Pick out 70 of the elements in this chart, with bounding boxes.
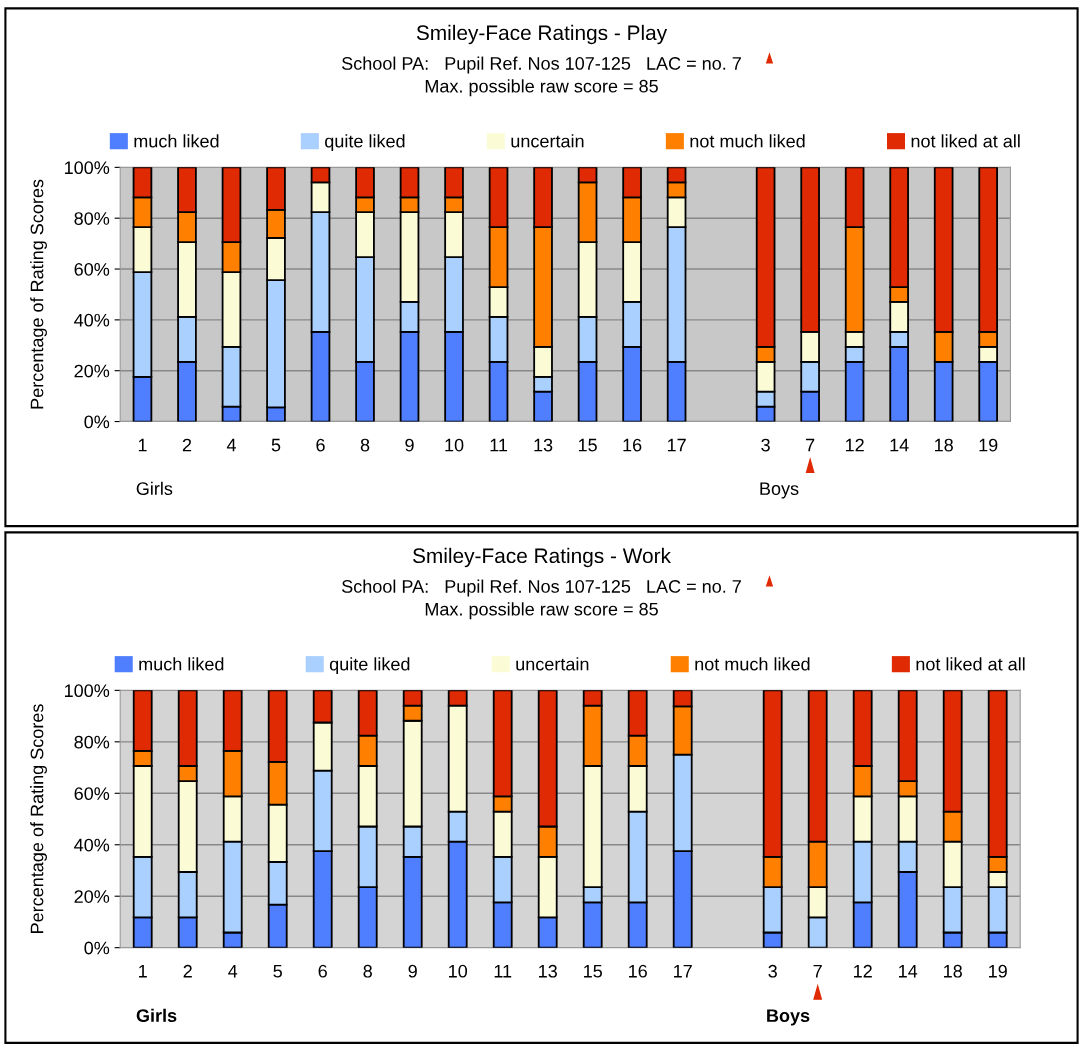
y-tick-label: 40% (74, 838, 110, 852)
legend-label: not liked at all (911, 134, 1020, 148)
legend-label: not much liked (690, 134, 805, 148)
x-tick-label: 9 (405, 438, 414, 452)
x-tick-label: 13 (534, 438, 553, 452)
y-tick-label: 60% (74, 787, 110, 801)
chart-subtitle: School PA: Pupil Ref. Nos 107-125 LAC = no. 7 Max. possible raw score = 85 (342, 56, 741, 97)
x-tick-label: 12 (845, 438, 864, 452)
legend-label: much liked (134, 134, 219, 148)
chart-subtitle: School PA: Pupil Ref. Nos 107-125 LAC = no. 7 Max. possible raw score = 85 (342, 579, 741, 620)
x-tick-label: 15 (578, 438, 597, 452)
x-tick-label: 2 (182, 438, 192, 452)
x-tick-label: 7 (813, 965, 822, 978)
legend-label: much liked (139, 657, 224, 671)
legend-label: not liked at all (916, 657, 1025, 671)
y-tick-label: 40% (74, 313, 110, 327)
legend-label: uncertain (511, 134, 584, 148)
x-tick-label: 11 (494, 965, 512, 978)
text: Boys (767, 1009, 810, 1026)
x-tick-label: 3 (761, 438, 770, 452)
x-tick-label: 8 (360, 438, 370, 452)
x-tick-label: 18 (935, 438, 953, 452)
x-tick-label: 3 (768, 964, 777, 978)
y-tick-label: 80% (74, 735, 110, 749)
x-tick-label: 8 (363, 964, 372, 978)
x-tick-label: 6 (318, 964, 327, 978)
y-tick-label: 20% (74, 364, 110, 378)
x-tick-label: 10 (445, 438, 464, 452)
chart-title: Smiley-Face Ratings - Play (416, 24, 668, 45)
legend-label: not much liked (695, 657, 810, 671)
x-tick-label: 15 (584, 965, 602, 978)
legend-label: quite liked (325, 134, 405, 152)
x-tick-label: 19 (989, 964, 1007, 978)
x-tick-label: 13 (539, 964, 557, 978)
x-tick-label: 12 (854, 964, 872, 978)
y-tick-label: 20% (74, 890, 110, 903)
x-tick-label: 6 (316, 438, 325, 452)
x-tick-label: 5 (273, 965, 282, 978)
x-tick-label: 7 (806, 438, 815, 452)
x-tick-label: 9 (408, 964, 417, 978)
y-tick-label: 100% (65, 684, 110, 698)
x-tick-label: 1 (139, 965, 147, 978)
y-tick-label: 100% (65, 161, 110, 175)
x-tick-label: 14 (899, 965, 918, 978)
chart-title: Smiley-Face Ratings - Work (412, 547, 672, 568)
x-tick-label: 19 (979, 438, 998, 452)
y-axis-title: Percentage of Rating Scores (30, 704, 47, 933)
x-tick-label: 5 (271, 438, 281, 452)
x-tick-label: 17 (674, 965, 692, 978)
x-tick-label: 11 (490, 438, 508, 452)
x-tick-label: 14 (890, 438, 909, 452)
x-tick-label: 4 (228, 965, 238, 978)
x-tick-label: 17 (667, 438, 686, 452)
legend-label: uncertain (516, 657, 589, 671)
x-tick-label: 2 (183, 964, 192, 978)
x-tick-label: 18 (944, 964, 962, 978)
y-tick-label: 0% (84, 941, 110, 955)
y-tick-label: 0% (84, 415, 110, 429)
legend-label: quite liked (329, 657, 410, 675)
x-tick-label: 16 (629, 964, 647, 978)
text: Girls (136, 1008, 177, 1022)
y-axis-title: Percentage of Rating Scores (30, 179, 47, 409)
text: Girls (136, 481, 173, 496)
x-tick-label: 10 (449, 964, 468, 978)
text: Boys (760, 482, 799, 499)
y-tick-label: 60% (74, 262, 110, 276)
y-tick-label: 80% (74, 212, 110, 225)
x-tick-label: 1 (138, 438, 147, 452)
x-tick-label: 4 (226, 438, 236, 452)
x-tick-label: 16 (623, 438, 642, 452)
